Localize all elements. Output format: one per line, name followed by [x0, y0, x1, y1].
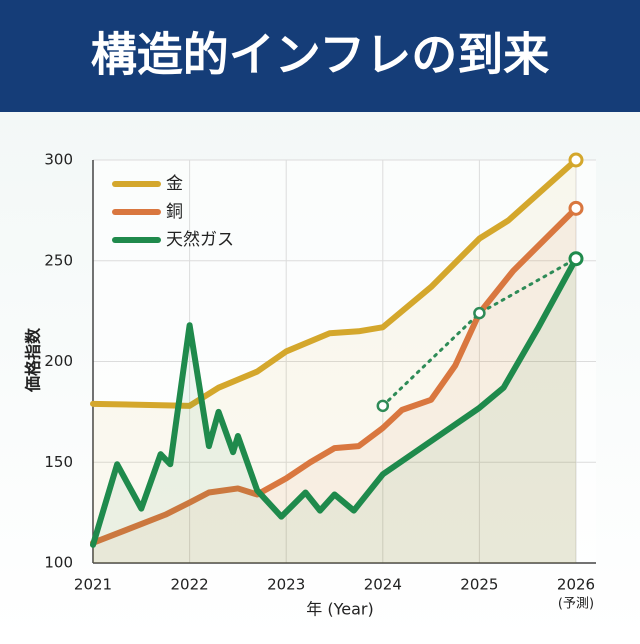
chart-title: 構造的インフレの到来	[91, 28, 550, 82]
legend-label: 銅	[166, 202, 183, 222]
x-tick-label: 2021	[74, 576, 112, 594]
x-axis-label: 年 (Year)	[306, 600, 373, 619]
x-tick-label: 2025	[460, 576, 498, 594]
series-area	[93, 160, 576, 563]
y-axis-label: 価格指数	[24, 327, 43, 393]
end-point	[568, 200, 584, 216]
series-area	[93, 258, 576, 563]
series-line	[90, 205, 579, 546]
end-point	[568, 251, 584, 267]
series-line	[90, 255, 579, 548]
dotted-line	[381, 257, 578, 408]
end-point	[568, 152, 584, 168]
series-line	[90, 157, 579, 409]
y-tick-label: 300	[44, 151, 73, 169]
x-tick-label: 2024	[364, 576, 402, 594]
x-tick-label: 2023	[267, 576, 305, 594]
title-banner	[0, 0, 640, 112]
y-tick-label: 100	[44, 554, 73, 572]
legend-label: 金	[166, 174, 183, 194]
dotted-point	[376, 399, 390, 413]
series-area	[93, 208, 576, 564]
x-tick-label: 2026	[557, 576, 595, 594]
y-tick-label: 200	[44, 352, 73, 370]
dotted-point	[473, 306, 486, 320]
legend-label: 天然ガス	[166, 230, 234, 250]
forecast-label: (予測)	[558, 597, 594, 612]
y-tick-label: 150	[44, 453, 73, 471]
y-tick-label: 250	[44, 251, 73, 269]
x-tick-label: 2022	[171, 576, 209, 594]
